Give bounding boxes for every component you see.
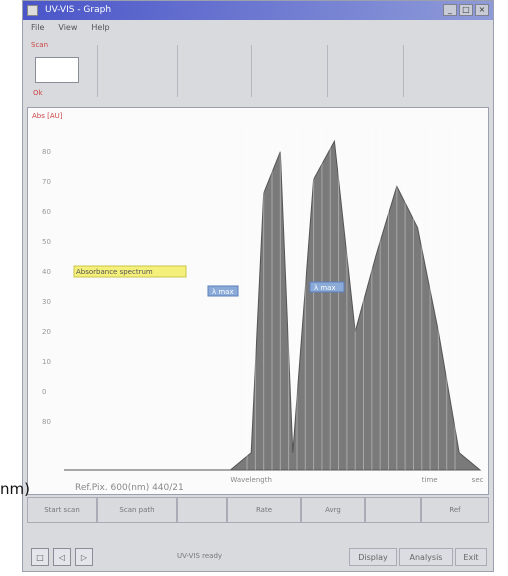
window-controls: _ □ × <box>443 4 489 16</box>
peak-tag-right <box>309 281 345 293</box>
square-button[interactable]: □ <box>31 548 49 566</box>
x-tick-label: sec <box>472 476 484 484</box>
menu-file[interactable]: File <box>31 23 45 32</box>
toolbar-input[interactable] <box>35 57 79 83</box>
scan-path-cell[interactable]: Scan path <box>97 497 177 523</box>
y-tick-label: 70 <box>42 178 51 186</box>
y-axis-corner-label: Abs [AU] <box>32 112 63 120</box>
unit-label: nm) <box>0 480 30 498</box>
menu-bar: File View Help <box>23 20 493 35</box>
status-text: UV-VIS ready <box>177 552 223 560</box>
peak-tag-left <box>207 285 239 297</box>
toolbar-area: Scan Ok <box>27 37 489 105</box>
rate-cell[interactable]: Rate <box>227 497 301 523</box>
y-tick-label: 20 <box>42 328 51 336</box>
spectrum-area <box>64 139 482 471</box>
chart-svg: 80 70 60 50 40 30 20 10 0 80 Abs [AU] Wavelength tim… <box>32 112 484 484</box>
toolbar-text: Ok <box>33 89 43 97</box>
x-tick-label: Wavelength <box>230 476 272 484</box>
y-tick-label: 80 <box>42 418 51 426</box>
spectrum-plot[interactable]: 80 70 60 50 40 30 20 10 0 80 Abs [AU] Wavelength tim… <box>27 107 489 495</box>
app-icon <box>27 5 38 16</box>
blank-cell[interactable] <box>177 497 227 523</box>
divider <box>403 45 404 97</box>
menu-view[interactable]: View <box>58 23 78 32</box>
back-button[interactable]: ◁ <box>53 548 71 566</box>
blank-cell[interactable] <box>365 497 421 523</box>
y-tick-label: 30 <box>42 298 51 306</box>
divider <box>97 45 98 97</box>
x-tick-label: time <box>422 476 438 484</box>
reference-cell[interactable]: Ref <box>421 497 489 523</box>
start-scan-cell[interactable]: Start scan <box>27 497 97 523</box>
peak-tag-left-text: λ max <box>212 288 234 296</box>
app-window: UV-VIS - Graph _ □ × File View Help Scan… <box>22 0 494 572</box>
annotation-box <box>73 265 187 278</box>
toolbar-label: Scan <box>31 41 49 49</box>
minimize-button[interactable]: _ <box>443 4 457 16</box>
info-text: Ref.Pix. 600(nm) 440/21 <box>75 483 184 493</box>
divider <box>251 45 252 97</box>
divider <box>327 45 328 97</box>
peak-tag-right-text: λ max <box>314 284 336 292</box>
status-bar: □ ◁ ▷ UV-VIS ready Display Analysis Exit <box>27 546 489 570</box>
annotation-text: Absorbance spectrum <box>76 268 153 276</box>
window-title: UV-VIS - Graph <box>45 5 112 15</box>
maximize-button[interactable]: □ <box>459 4 473 16</box>
divider <box>177 45 178 97</box>
y-tick-label: 10 <box>42 358 51 366</box>
close-button[interactable]: × <box>475 4 489 16</box>
y-tick-label: 40 <box>42 268 51 276</box>
parameter-bar: Start scan Scan path Rate Avrg Ref <box>27 497 489 523</box>
y-tick-label: 0 <box>42 388 46 396</box>
y-tick-label: 80 <box>42 148 51 156</box>
display-button[interactable]: Display <box>349 548 397 566</box>
title-bar[interactable]: UV-VIS - Graph _ □ × <box>23 1 493 20</box>
menu-help[interactable]: Help <box>91 23 110 32</box>
forward-button[interactable]: ▷ <box>75 548 93 566</box>
average-cell[interactable]: Avrg <box>301 497 365 523</box>
analysis-button[interactable]: Analysis <box>399 548 453 566</box>
exit-button[interactable]: Exit <box>455 548 487 566</box>
y-tick-label: 50 <box>42 238 51 246</box>
y-tick-label: 60 <box>42 208 51 216</box>
